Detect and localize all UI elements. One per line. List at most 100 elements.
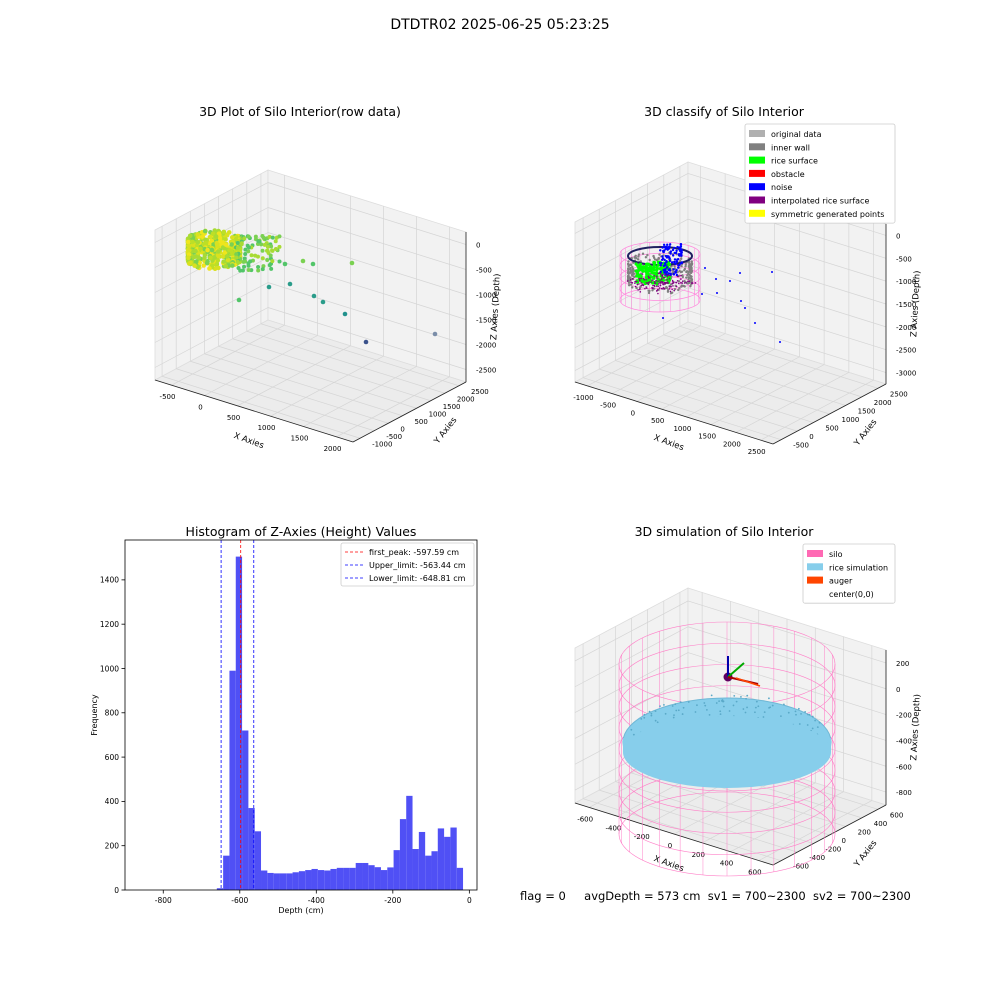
rice-surface-point	[650, 266, 654, 270]
rice-simulation-point	[733, 694, 736, 697]
inner-wall-point	[678, 286, 681, 290]
legend-swatch	[749, 130, 765, 137]
noise-point	[672, 273, 676, 276]
histogram-bar	[387, 867, 394, 890]
x-tick-label: 2000	[723, 440, 741, 448]
inner-wall-point	[687, 276, 690, 279]
data-point	[310, 261, 316, 267]
y-tick-label: 400	[874, 820, 887, 828]
inner-wall-point	[630, 263, 633, 267]
inner-wall-point	[688, 268, 691, 271]
inner-wall-point	[686, 274, 689, 277]
status-line: flag = 0 avgDepth = 573 cm sv1 = 700~230…	[520, 889, 911, 903]
noise-point	[661, 246, 664, 249]
rice-simulation-point	[722, 700, 724, 703]
rice-simulation-point	[679, 701, 682, 704]
data-point	[210, 231, 216, 237]
noise-point	[662, 250, 665, 254]
flag-text: flag = 0	[520, 889, 566, 903]
gridline	[336, 376, 450, 438]
interpolated-surface-point	[657, 292, 659, 295]
subplot1-title: 3D Plot of Silo Interior(row data)	[199, 104, 401, 119]
data-point	[246, 268, 251, 273]
y-axis-label: Frequency	[90, 694, 99, 736]
y-axis-line	[772, 804, 887, 866]
y-tick-label: 2500	[471, 388, 489, 396]
rice-simulation-point	[816, 726, 819, 729]
y-tick-label: -400	[809, 854, 825, 862]
rice-simulation-point	[746, 694, 749, 697]
histogram-bar	[248, 808, 255, 890]
y-tick-label: -600	[793, 863, 809, 871]
y-axis-line	[772, 383, 887, 445]
data-point	[195, 232, 200, 237]
interpolated-surface-point	[687, 280, 689, 283]
noise-point	[666, 248, 669, 251]
noise-point	[661, 255, 664, 258]
gridline	[267, 232, 467, 295]
data-point	[363, 339, 369, 345]
interpolated-surface-point	[629, 279, 632, 281]
rice-simulation-point	[762, 716, 765, 718]
interpolated-surface-point	[651, 279, 653, 281]
rice-simulation-point	[722, 705, 725, 708]
x-tick-label: 0	[668, 842, 672, 850]
rice-simulation-point	[708, 713, 711, 716]
noise-point	[662, 243, 666, 247]
inner-wall-point	[653, 258, 657, 261]
data-point	[239, 241, 244, 246]
data-point	[243, 252, 248, 257]
noise-point	[663, 258, 666, 262]
interpolated-surface-point	[651, 286, 653, 289]
histogram-bar	[216, 888, 224, 890]
data-point	[282, 261, 288, 267]
rice-simulation-point	[798, 723, 801, 725]
gridline	[687, 264, 887, 328]
interpolated-surface-point	[664, 273, 667, 276]
noise-point	[671, 254, 675, 257]
histogram-bar	[254, 831, 262, 890]
inner-wall-point	[631, 286, 634, 289]
interpolated-surface-point	[660, 287, 663, 290]
inner-wall-point	[690, 262, 694, 265]
interpolated-surface-point	[631, 277, 634, 280]
y-tick-label: 1500	[443, 403, 461, 411]
legend-entry: center(0,0)	[829, 590, 874, 599]
interpolated-surface-point	[653, 280, 656, 283]
data-point	[260, 248, 265, 253]
inner-wall-point	[639, 285, 642, 289]
data-point	[185, 239, 191, 245]
gridline	[171, 324, 285, 386]
y-tick-label: 200	[105, 841, 120, 850]
rice-simulation-point	[808, 713, 811, 716]
rice-simulation-point	[768, 697, 770, 700]
rice-simulation-point	[682, 706, 685, 709]
interpolated-surface-point	[640, 284, 643, 287]
data-point	[259, 242, 264, 247]
y-axis-label: Y Axies	[432, 415, 460, 447]
data-point	[193, 259, 199, 265]
x-tick-label: 500	[651, 417, 664, 425]
rice-simulation-point	[742, 708, 745, 710]
interpolated-surface-point	[657, 283, 660, 285]
data-point	[220, 254, 226, 259]
histogram-bar	[279, 873, 287, 890]
interpolated-surface-point	[680, 281, 682, 284]
inner-wall-point	[690, 269, 693, 273]
histogram-bar	[431, 851, 438, 890]
rice-surface-point	[652, 268, 656, 272]
inner-wall-point	[679, 270, 683, 274]
inner-wall-point	[690, 260, 693, 263]
interpolated-surface-point	[640, 277, 643, 280]
legend-swatch	[807, 576, 823, 584]
rice-simulation-point	[696, 704, 698, 707]
interpolated-surface-point	[681, 282, 684, 284]
legend-swatch	[749, 209, 765, 217]
legend-entry: original data	[771, 130, 822, 139]
data-point	[256, 265, 261, 270]
inner-wall-point	[683, 279, 686, 283]
interpolated-surface-point	[653, 284, 656, 287]
interpolated-surface-point	[660, 278, 663, 280]
gridline	[260, 323, 460, 387]
noise-point	[679, 246, 682, 250]
